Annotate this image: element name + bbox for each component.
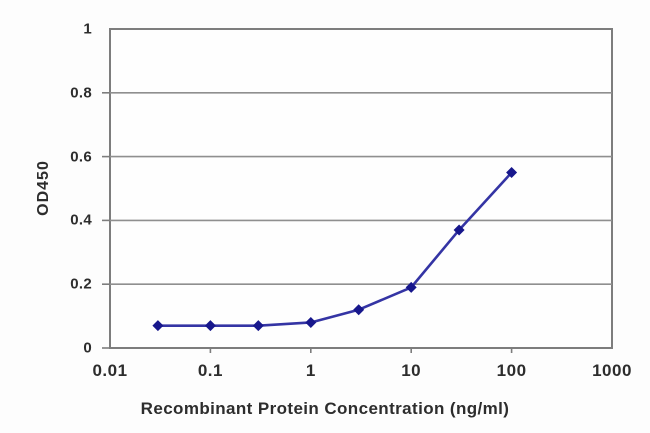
y-tick-label: 0.4 <box>70 211 92 229</box>
data-point-marker <box>405 281 417 293</box>
x-tick-label: 10 <box>401 361 422 380</box>
data-point-marker <box>204 320 216 332</box>
x-axis-title: Recombinant Protein Concentration (ng/ml… <box>140 399 510 418</box>
data-point-marker <box>453 224 465 236</box>
x-tick-label: 0.01 <box>92 361 128 380</box>
data-line <box>157 171 513 327</box>
data-point-marker <box>506 167 518 179</box>
y-tick-label: 0.6 <box>70 148 92 166</box>
data-point-marker <box>353 304 365 316</box>
y-tick-label: 1 <box>83 20 92 38</box>
y-axis-title: OD450 <box>35 160 52 216</box>
data-point-marker <box>305 316 317 328</box>
data-point-marker <box>152 320 164 332</box>
y-tick-label: 0 <box>83 339 92 357</box>
y-tick-label: 0.2 <box>70 275 92 293</box>
x-tick-label: 1000 <box>592 361 632 380</box>
x-tick-label: 1 <box>305 361 316 380</box>
data-point-marker <box>252 320 264 332</box>
x-tick-label: 100 <box>496 361 527 380</box>
y-tick-label: 0.8 <box>70 84 92 102</box>
plot-frame <box>109 28 613 349</box>
x-tick-label: 0.1 <box>197 361 223 380</box>
